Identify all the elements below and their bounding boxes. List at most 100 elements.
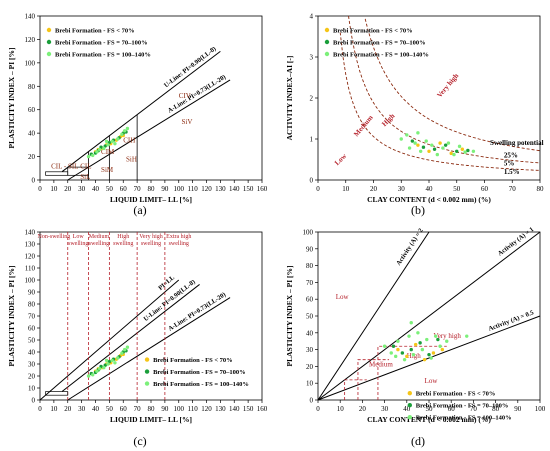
data-point [438,141,442,145]
y-tick-label: 40 [28,130,36,138]
data-point [465,334,469,338]
data-point [382,344,387,348]
data-point [110,358,114,363]
x-tick-label: 60 [120,185,128,193]
y-axis-label: PLASTICITY INDEX – PI [%] [7,266,16,367]
data-point [429,356,433,360]
x-tick-label: 50 [453,185,461,193]
zone-label: Medium [369,360,393,368]
x-tick-label: 30 [78,405,86,413]
legend-marker [46,39,52,45]
data-point [409,347,413,352]
data-point [402,357,407,362]
y-tick-label: 40 [28,349,36,357]
swelling-curve [364,18,541,152]
data-point [120,351,124,355]
region-boundary [344,379,367,400]
data-point [407,334,411,338]
reference-line [317,315,541,401]
x-tick-label: 90 [514,405,522,413]
panel-caption: (c) [133,434,146,448]
y-tick-label: 4 [310,13,314,21]
x-tick-label: 100 [535,405,546,413]
x-tick-label: 0 [38,405,42,413]
data-point [446,141,451,145]
y-tick-label: 130 [25,241,36,249]
y-tick-label: 90 [28,289,36,297]
data-point [396,339,400,343]
zone-label: SiV [182,118,193,126]
data-point [125,345,130,349]
data-point [421,145,426,149]
data-point [416,131,420,135]
region-boundary [357,359,390,400]
swelling-potential-annotation: Swelling potential [490,139,544,147]
y-tick-label: 10 [306,380,314,388]
y-tick-label: 50 [306,313,314,321]
data-point [95,369,99,373]
x-tick-label: 70 [509,185,517,193]
y-tick-label: 80 [306,262,314,270]
y-tick-label: 140 [25,229,36,237]
y-tick-label: 60 [306,296,314,304]
data-point [97,147,102,152]
curve-label: 5% [504,160,515,168]
data-point [106,143,110,147]
data-point [125,126,130,131]
y-axis-label: ACTIVITY INDEX–AI [-] [285,56,294,141]
legend-label: Brebi Formation - FS < 70% [153,357,233,364]
data-point [400,351,405,355]
x-tick-label: 100 [174,405,185,413]
panel-caption: (b) [411,203,425,217]
x-tick-label: 90 [161,185,169,193]
data-point [431,351,436,355]
legend-marker [324,39,330,45]
x-tick-label: 70 [134,185,142,193]
x-tick-label: 50 [106,185,114,193]
data-point [457,144,462,149]
x-tick-label: 80 [148,405,156,413]
x-tick-label: 0 [316,185,320,193]
legend-label: Brebi Formation - FS = 70–100% [333,40,426,47]
x-tick-label: 80 [537,185,545,193]
legend-marker [324,27,330,33]
data-point [455,149,459,153]
zone-label: CIL [80,162,91,170]
x-tick-label: 30 [381,405,389,413]
zone-label: SiM [101,166,114,174]
data-point [420,347,425,352]
data-point [104,139,109,144]
x-tick-label: 0 [38,185,42,193]
zone-label: CIL - SIL [51,162,78,170]
data-point [399,137,403,141]
x-tick-label: 0 [316,405,320,413]
data-point [416,143,420,147]
x-tick-label: 120 [201,185,212,193]
data-point [440,347,445,352]
zone-label: Very high [433,332,461,340]
y-tick-label: 100 [303,229,314,237]
y-tick-label: 20 [28,153,36,161]
reference-line [317,231,541,401]
x-tick-label: 10 [50,405,58,413]
curve-label: 25% [504,151,518,159]
data-point [425,337,429,342]
zone-label: CIV [179,92,191,100]
data-point [416,331,420,335]
x-tick-label: 20 [370,185,378,193]
x-axis-label: CLAY CONTENT (d < 0.002 mm) (%) [367,195,491,204]
data-point [104,358,109,363]
data-point [102,146,106,151]
x-tick-label: 100 [174,185,185,193]
data-point [95,150,99,154]
data-point [452,152,456,157]
x-tick-label: 20 [64,405,72,413]
panel-1: 0 10 20 30 40 50 60 70 80 90 100 110 120 130 140 150 160… [7,13,268,218]
data-point [405,133,409,137]
swelling-curve [348,15,541,164]
panel-2: 0 10 20 30 40 50 60 70 80 0 1 2 3 4 CLAY CONTENT (d < … [285,13,544,218]
zone-label: Extra high swelling [166,234,191,247]
data-point [433,334,438,338]
legend-label: Brebi Formation - FS < 70% [55,28,135,35]
